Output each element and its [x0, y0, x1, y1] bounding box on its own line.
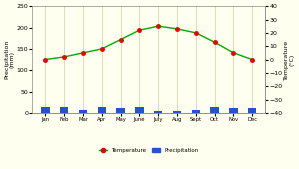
Bar	[229, 108, 238, 113]
Bar	[154, 111, 162, 113]
Y-axis label: Precipitation
(mm): Precipitation (mm)	[4, 40, 15, 79]
Bar	[192, 110, 200, 113]
Bar	[135, 106, 144, 113]
Y-axis label: Temperature
(°C): Temperature (°C)	[284, 40, 295, 80]
Bar	[248, 108, 257, 113]
Bar	[116, 108, 125, 113]
Bar	[97, 106, 106, 113]
Bar	[210, 107, 219, 113]
Bar	[79, 110, 87, 113]
Bar	[173, 111, 181, 113]
Bar	[60, 106, 68, 113]
Legend: Temperature, Precipitation: Temperature, Precipitation	[96, 145, 201, 155]
Bar	[41, 106, 50, 113]
